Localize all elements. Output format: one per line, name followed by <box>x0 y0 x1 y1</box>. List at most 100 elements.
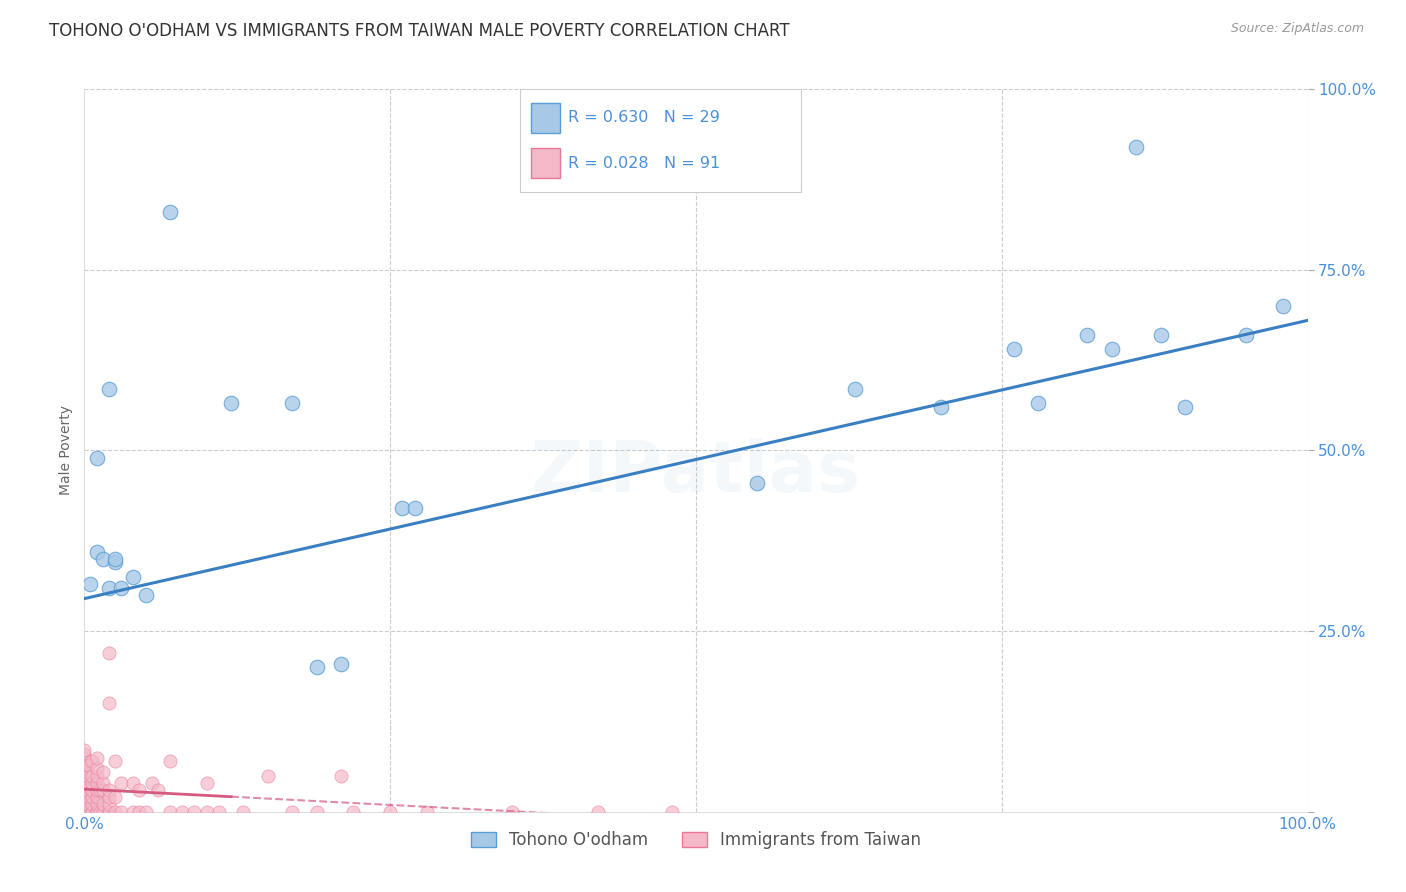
Point <box>208 805 231 819</box>
Point <box>159 805 181 819</box>
Point <box>86 544 108 558</box>
Point <box>305 805 328 819</box>
Point <box>416 805 439 819</box>
Point <box>281 805 304 819</box>
Point <box>502 805 524 819</box>
Point <box>97 783 120 797</box>
Point <box>1101 343 1123 357</box>
Point <box>1150 327 1173 342</box>
Point <box>86 761 108 775</box>
Point <box>73 805 96 819</box>
Point <box>122 776 145 790</box>
Point <box>586 805 609 819</box>
Text: TOHONO O'ODHAM VS IMMIGRANTS FROM TAIWAN MALE POVERTY CORRELATION CHART: TOHONO O'ODHAM VS IMMIGRANTS FROM TAIWAN… <box>49 22 790 40</box>
Point <box>104 556 127 570</box>
Point <box>86 805 108 819</box>
Point <box>929 400 952 414</box>
Point <box>73 805 96 819</box>
Point <box>97 790 120 805</box>
Point <box>86 776 108 790</box>
Point <box>1236 327 1258 342</box>
Point <box>661 805 683 819</box>
Point <box>86 769 108 783</box>
Point <box>104 805 127 819</box>
Point <box>73 797 96 812</box>
Point <box>1076 327 1098 342</box>
Point <box>391 501 413 516</box>
Point <box>73 769 96 783</box>
Point <box>77 757 100 772</box>
Point <box>77 790 100 805</box>
Point <box>73 805 96 819</box>
FancyBboxPatch shape <box>531 148 560 178</box>
Point <box>110 805 132 819</box>
Point <box>91 764 114 779</box>
Point <box>77 805 100 819</box>
Point <box>86 805 108 819</box>
Point <box>97 805 120 819</box>
Point <box>128 783 150 797</box>
Point <box>195 805 218 819</box>
Point <box>91 551 114 566</box>
Point <box>172 805 194 819</box>
Point <box>1028 396 1050 410</box>
Point <box>91 776 114 790</box>
Point <box>80 797 103 812</box>
Point <box>86 750 108 764</box>
Point <box>80 805 103 819</box>
Point <box>91 797 114 812</box>
Text: Source: ZipAtlas.com: Source: ZipAtlas.com <box>1230 22 1364 36</box>
Point <box>330 657 353 671</box>
Point <box>219 396 242 410</box>
Point <box>77 805 100 819</box>
Point <box>73 805 96 819</box>
Point <box>86 790 108 805</box>
Point <box>141 776 163 790</box>
Point <box>1002 343 1025 357</box>
Point <box>80 790 103 805</box>
Point <box>1272 299 1295 313</box>
Point <box>380 805 402 819</box>
Point <box>73 783 96 797</box>
Point <box>110 776 132 790</box>
Point <box>97 382 120 396</box>
Point <box>122 570 145 584</box>
Point <box>73 761 96 775</box>
Point <box>104 754 127 768</box>
Point <box>146 783 169 797</box>
Point <box>97 646 120 660</box>
Point <box>86 797 108 812</box>
Point <box>195 776 218 790</box>
Point <box>89 805 111 819</box>
Point <box>77 783 100 797</box>
Point <box>73 805 96 819</box>
Point <box>77 797 100 812</box>
Point <box>104 551 127 566</box>
Point <box>305 660 328 674</box>
Point <box>73 747 96 761</box>
Point <box>1174 400 1197 414</box>
Point <box>97 581 120 595</box>
Point <box>342 805 364 819</box>
Point <box>104 790 127 805</box>
Point <box>73 805 96 819</box>
Point <box>1125 140 1147 154</box>
Point <box>89 783 111 797</box>
Point <box>91 805 114 819</box>
Point <box>73 805 96 819</box>
Point <box>77 769 100 783</box>
Point <box>110 581 132 595</box>
Point <box>73 764 96 779</box>
Point <box>97 805 120 819</box>
Point <box>77 776 100 790</box>
Point <box>232 805 254 819</box>
Point <box>97 696 120 710</box>
Point <box>73 776 96 790</box>
Point <box>135 588 157 602</box>
Point <box>159 754 181 768</box>
Y-axis label: Male Poverty: Male Poverty <box>59 406 73 495</box>
Point <box>404 501 426 516</box>
Point <box>80 754 103 768</box>
Point <box>281 396 304 410</box>
Point <box>97 797 120 812</box>
